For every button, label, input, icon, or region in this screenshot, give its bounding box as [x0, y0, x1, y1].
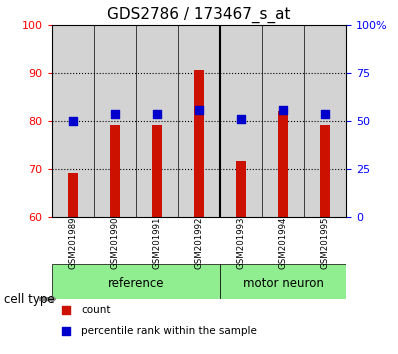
- Text: percentile rank within the sample: percentile rank within the sample: [81, 326, 257, 336]
- Text: motor neuron: motor neuron: [243, 278, 324, 290]
- Text: GSM201995: GSM201995: [321, 217, 330, 269]
- Point: [70, 118, 76, 124]
- Point: [154, 111, 160, 117]
- Bar: [304, 25, 346, 217]
- Point: [322, 111, 328, 117]
- Point: [63, 307, 70, 313]
- Bar: [94, 25, 136, 217]
- Text: reference: reference: [107, 278, 164, 290]
- Bar: [320, 125, 330, 217]
- Bar: [278, 111, 289, 217]
- Bar: [136, 25, 178, 217]
- Point: [63, 328, 70, 333]
- Text: GSM201992: GSM201992: [195, 217, 203, 269]
- Text: GSM201991: GSM201991: [152, 217, 162, 269]
- Point: [238, 116, 244, 121]
- Bar: [152, 125, 162, 217]
- Text: GSM201994: GSM201994: [279, 217, 288, 269]
- Bar: [236, 161, 246, 217]
- Bar: [109, 125, 120, 217]
- Text: GSM201993: GSM201993: [236, 217, 246, 269]
- Text: GSM201989: GSM201989: [68, 217, 77, 269]
- Point: [196, 107, 202, 113]
- Bar: [220, 264, 346, 299]
- Bar: [52, 25, 94, 217]
- Bar: [52, 264, 220, 299]
- Title: GDS2786 / 173467_s_at: GDS2786 / 173467_s_at: [107, 7, 291, 23]
- Point: [280, 107, 286, 113]
- Text: GSM201990: GSM201990: [110, 217, 119, 269]
- Bar: [220, 25, 262, 217]
- Text: count: count: [81, 305, 111, 315]
- Text: cell type: cell type: [4, 293, 55, 306]
- Bar: [262, 25, 304, 217]
- Bar: [68, 173, 78, 217]
- Bar: [194, 70, 204, 217]
- Bar: [178, 25, 220, 217]
- Point: [112, 111, 118, 117]
